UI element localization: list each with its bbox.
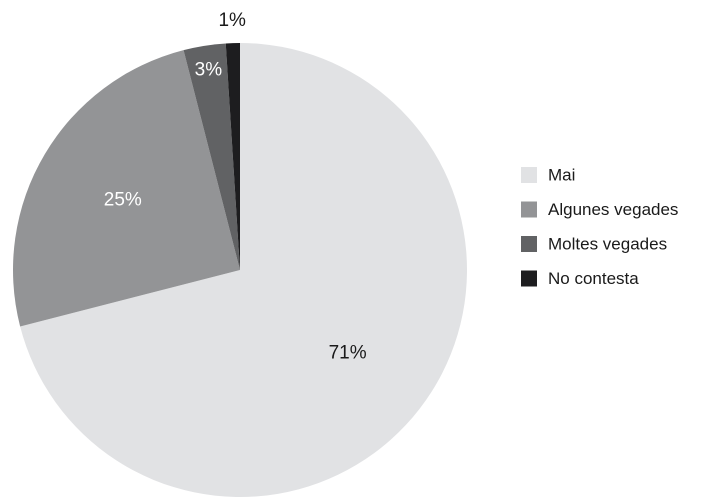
slice-label: 3%: [195, 59, 223, 80]
legend-label: Moltes vegades: [548, 234, 667, 253]
legend-label: No contesta: [548, 269, 639, 288]
legend-label: Mai: [548, 165, 575, 184]
slice-label: 25%: [104, 190, 142, 211]
legend-swatch: [521, 270, 537, 287]
slice-label: 71%: [329, 342, 367, 363]
legend-swatch: [521, 167, 537, 183]
pie-slice: [12, 50, 241, 327]
legend-swatch: [521, 201, 537, 218]
pie-slice: [20, 43, 467, 497]
legend-swatch: [521, 236, 537, 252]
pie-slice: [225, 43, 240, 270]
legend-label: Algunes vegades: [548, 200, 678, 219]
slice-label: 1%: [218, 10, 246, 31]
pie-slice: [183, 43, 240, 270]
